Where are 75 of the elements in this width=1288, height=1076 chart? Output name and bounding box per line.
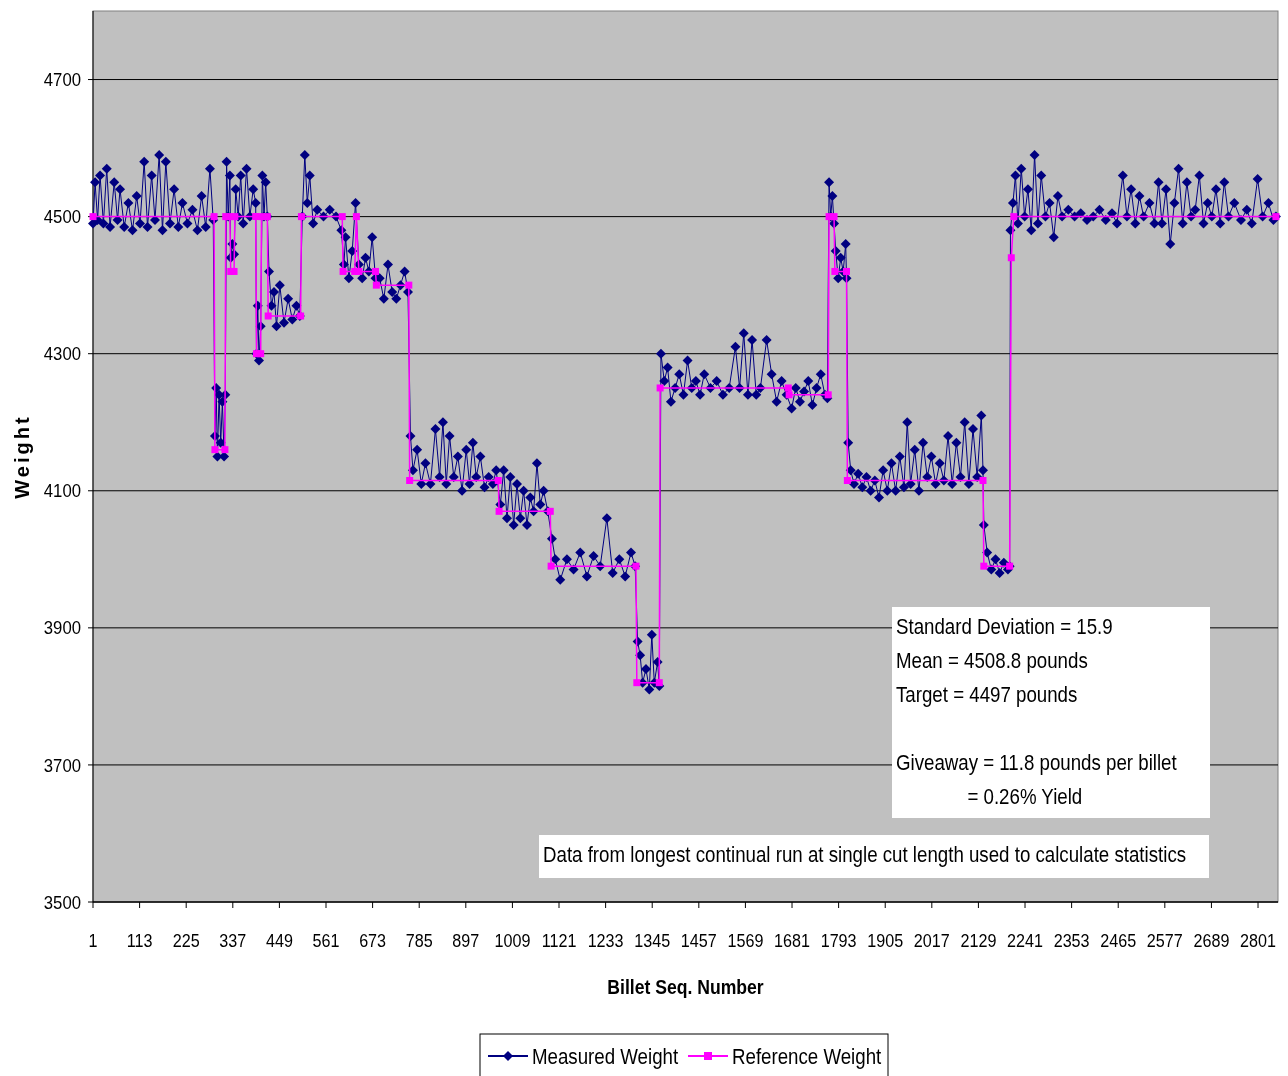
x-axis-title: Billet Seq. Number [607,975,765,999]
point [211,446,219,454]
x-tick-label: 2577 [1146,929,1183,952]
x-tick-label: 1233 [587,929,624,952]
point [843,476,851,484]
legend-label: Measured Weight [532,1044,679,1069]
point [546,507,554,515]
point [979,476,987,484]
x-tick-label: 2241 [1007,929,1043,952]
point [656,384,664,392]
point [1010,213,1018,221]
x-tick-label: 1 [88,929,98,952]
point [831,267,839,275]
annotation: Mean = 4508.8 pounds [896,648,1088,673]
legend-label: Reference Weight [732,1044,882,1069]
x-tick-label: 2465 [1100,929,1137,952]
point [784,384,792,392]
point [547,562,555,570]
x-tick-label: 1793 [820,929,857,952]
point [406,476,414,484]
x-tick-label: 113 [126,929,153,952]
point [980,562,988,570]
x-tick-label: 2353 [1053,929,1090,952]
annotation: Giveaway = 11.8 pounds per billet [896,750,1177,775]
point [843,267,851,275]
annotation: = 0.26% Yield [967,784,1083,809]
x-tick-label: 2689 [1193,929,1230,952]
x-tick-label: 673 [359,929,387,952]
annotation: Data from longest continual run at single cut length used to calculate statistics [543,842,1187,867]
point [655,679,663,687]
point [494,476,502,484]
x-tick-label: 1121 [541,929,577,952]
y-tick-label: 4700 [43,69,82,91]
x-tick-label: 449 [265,929,293,952]
annotation: Target = 4497 pounds [896,682,1078,707]
point [830,213,838,221]
point [221,446,229,454]
point [231,213,239,221]
point [1007,254,1015,262]
point [372,281,380,289]
point [633,679,641,687]
point [405,281,413,289]
x-tick-label: 1569 [727,929,764,952]
x-tick-label: 225 [172,929,200,952]
y-tick-label: 3700 [43,754,82,776]
y-tick-label: 3500 [43,891,82,913]
x-tick-label: 337 [219,929,247,952]
y-tick-label: 4500 [43,206,82,228]
x-tick-label: 1009 [494,929,531,952]
y-axis-title: Weight [11,414,33,499]
point [339,267,347,275]
point [210,213,218,221]
x-tick-label: 2017 [913,929,950,952]
x-tick-label: 2129 [960,929,997,952]
x-tick-label: 1345 [634,929,671,952]
x-tick-label: 1457 [680,929,717,952]
x-tick-label: 1681 [774,929,810,952]
point [495,507,503,515]
y-tick-label: 3900 [43,617,82,639]
point [352,213,360,221]
y-tick-label: 4300 [43,343,82,365]
x-tick-label: 561 [312,929,340,952]
point [824,391,832,399]
annotation: Standard Deviation = 15.9 [896,614,1113,639]
y-tick-label: 4100 [43,480,82,502]
point [355,267,363,275]
x-tick-label: 2801 [1240,929,1276,952]
x-tick-label: 1905 [867,929,904,952]
point [338,213,346,221]
point [372,267,380,275]
point [264,312,272,320]
point [785,391,793,399]
x-tick-label: 897 [452,929,480,952]
point [257,350,265,358]
x-tick-label: 785 [405,929,433,952]
